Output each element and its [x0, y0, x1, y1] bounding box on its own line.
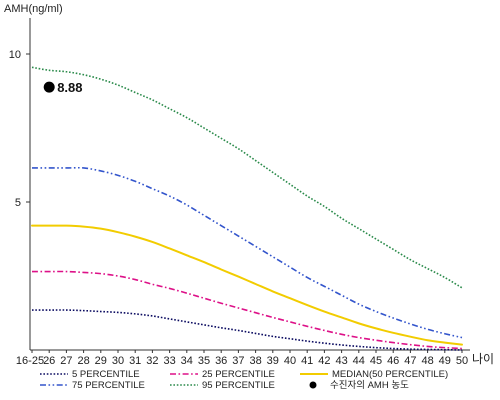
x-tick-label: 34 — [181, 355, 193, 367]
x-tick-label: 38 — [249, 355, 261, 367]
x-tick-label: 31 — [129, 355, 141, 367]
x-tick-label: 47 — [404, 355, 416, 367]
x-tick-label: 49 — [439, 355, 451, 367]
series-line-median-50-percentile — [31, 224, 463, 346]
x-tick-label: 35 — [198, 355, 210, 367]
x-tick-label: 30 — [112, 355, 124, 367]
patient-amh-value-label: 8.88 — [57, 80, 82, 95]
x-tick-label: 27 — [60, 355, 72, 367]
legend-swatch-patient-point — [309, 381, 317, 389]
x-tick-label: 46 — [387, 355, 399, 367]
legend-label-5-percentile: 5 PERCENTILE — [72, 369, 140, 380]
series-layer — [31, 66, 463, 351]
x-tick-label: 26 — [43, 355, 55, 367]
x-tick-label: 28 — [77, 355, 89, 367]
axes-layer: 5 10 16-25 26 27 28 29 30 31 32 33 34 35 36 37 38 39 40 41… — [9, 18, 470, 367]
x-tick-label: 40 — [284, 355, 296, 367]
x-tick-label: 39 — [267, 355, 279, 367]
legend-label-25-percentile: 25 PERCENTILE — [202, 369, 275, 380]
y-axis-title: AMH(ng/ml) — [4, 3, 63, 15]
series-line-95-percentile — [31, 66, 463, 289]
legend-label-75-percentile: 75 PERCENTILE — [72, 380, 145, 391]
x-tick-label: 37 — [232, 355, 244, 367]
x-tick-label: 45 — [370, 355, 382, 367]
x-axis-title: 나이 — [472, 352, 494, 366]
x-tick-label: 41 — [301, 355, 313, 367]
x-tick-label: 29 — [95, 355, 107, 367]
x-tick-label: 48 — [421, 355, 433, 367]
series-line-25-percentile — [31, 270, 463, 350]
x-tick-label: 43 — [335, 355, 347, 367]
patient-amh-point — [43, 81, 55, 93]
x-tick-label: 50 — [456, 355, 468, 367]
series-line-5-percentile — [32, 309, 463, 351]
x-tick-label: 32 — [146, 355, 158, 367]
y-tick-label: 5 — [15, 197, 21, 209]
x-tick-label: 36 — [215, 355, 227, 367]
point-layer: 8.88 — [43, 80, 83, 95]
x-tick-label: 42 — [318, 355, 330, 367]
series-line-75-percentile — [32, 166, 463, 339]
y-tick-label: 10 — [9, 49, 21, 61]
x-tick-label: 16-25 — [16, 355, 44, 367]
x-tick-label: 44 — [353, 355, 365, 367]
x-tick-label: 33 — [163, 355, 175, 367]
legend-label-patient-point: 수진자의 AMH 농도 — [330, 380, 409, 391]
legend-label-95-percentile: 95 PERCENTILE — [202, 380, 275, 391]
legend-label-median-50-percentile: MEDIAN(50 PERCENTILE) — [332, 369, 448, 380]
